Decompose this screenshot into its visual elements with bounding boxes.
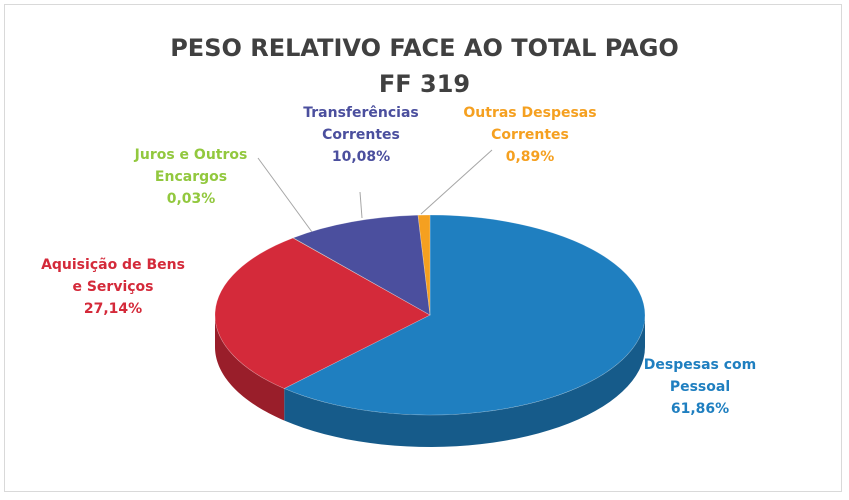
pie-slice xyxy=(214,237,431,389)
pie-slice xyxy=(417,214,431,316)
value-label: 27,14% xyxy=(83,301,143,317)
value-label: 0,03% xyxy=(166,191,216,207)
category-label: Aquisição de Bens e Serviços xyxy=(41,257,185,295)
slice-sides xyxy=(215,315,645,447)
value-label: 10,08% xyxy=(331,149,391,165)
data-label: Despesas com Pessoal 61,86% xyxy=(640,354,760,420)
slice-side xyxy=(284,315,645,447)
slice-tops xyxy=(214,214,646,416)
pie-slice xyxy=(292,214,431,316)
leader-lines xyxy=(257,149,493,233)
slice-side xyxy=(215,315,285,421)
chart-subtitle: FF 319 xyxy=(378,70,471,98)
data-label: Juros e Outros Encargos 0,03% xyxy=(126,144,256,210)
pie-slice xyxy=(283,214,646,416)
value-label: 0,89% xyxy=(505,149,555,165)
leader-line xyxy=(359,191,363,219)
chart-border xyxy=(4,4,842,492)
pie-slice xyxy=(292,237,431,316)
data-label: Aquisição de Bens e Serviços 27,14% xyxy=(38,254,188,320)
category-label: Despesas com Pessoal xyxy=(643,357,757,395)
chart-title: PESO RELATIVO FACE AO TOTAL PAGO xyxy=(170,34,679,62)
category-label: Transferências Correntes xyxy=(303,105,419,143)
leader-line xyxy=(257,157,313,233)
category-label: Outras Despesas Correntes xyxy=(463,105,597,143)
value-label: 61,86% xyxy=(670,401,730,417)
data-label: Transferências Correntes 10,08% xyxy=(296,102,426,168)
data-label: Outras Despesas Correntes 0,89% xyxy=(460,102,600,168)
category-label: Juros e Outros Encargos xyxy=(134,147,248,185)
leader-line xyxy=(420,149,493,215)
